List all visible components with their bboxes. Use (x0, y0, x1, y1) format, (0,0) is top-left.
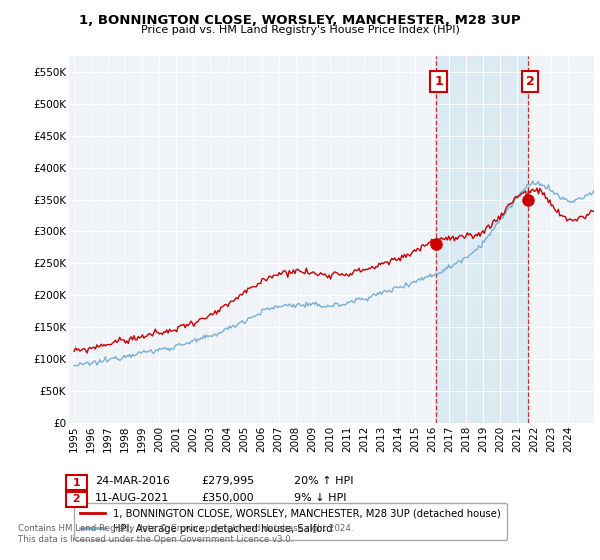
Text: 24-MAR-2016: 24-MAR-2016 (95, 477, 170, 487)
Text: 20% ↑ HPI: 20% ↑ HPI (294, 477, 353, 487)
Bar (436, 56, 527, 423)
Text: This data is licensed under the Open Government Licence v3.0.: This data is licensed under the Open Gov… (18, 535, 293, 544)
Text: 2: 2 (69, 494, 85, 505)
Text: 1: 1 (434, 75, 443, 88)
Legend: 1, BONNINGTON CLOSE, WORSLEY, MANCHESTER, M28 3UP (detached house), HPI: Average: 1, BONNINGTON CLOSE, WORSLEY, MANCHESTER… (74, 503, 507, 540)
Text: 2: 2 (526, 75, 535, 88)
Text: 11-AUG-2021: 11-AUG-2021 (95, 493, 169, 503)
Text: Price paid vs. HM Land Registry's House Price Index (HPI): Price paid vs. HM Land Registry's House … (140, 25, 460, 35)
Text: £350,000: £350,000 (201, 493, 254, 503)
Text: Contains HM Land Registry data © Crown copyright and database right 2024.: Contains HM Land Registry data © Crown c… (18, 524, 353, 533)
Text: £279,995: £279,995 (201, 477, 254, 487)
Text: 9% ↓ HPI: 9% ↓ HPI (294, 493, 347, 503)
Text: 1, BONNINGTON CLOSE, WORSLEY, MANCHESTER, M28 3UP: 1, BONNINGTON CLOSE, WORSLEY, MANCHESTER… (79, 14, 521, 27)
Text: 1: 1 (69, 478, 85, 488)
